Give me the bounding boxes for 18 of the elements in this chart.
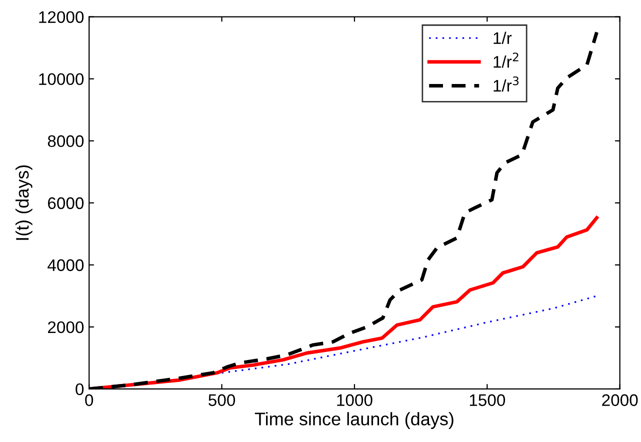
y-tick-label: 12000 — [39, 11, 84, 23]
y-tick-label: 6000 — [48, 197, 84, 210]
legend-label: 1/r$^{2}$ — [494, 52, 518, 68]
x-tick-label: 1000 — [337, 394, 372, 406]
x-axis-title: Time since launch (days) — [254, 412, 454, 429]
y-tick-label: 0 — [76, 383, 84, 396]
y-tick-label: 2000 — [48, 321, 84, 334]
y-tick-label: 8000 — [48, 135, 84, 148]
x-tick-label: 1500 — [470, 394, 506, 406]
y-tick-label: 10000 — [39, 73, 84, 86]
x-tick-label: 500 — [208, 394, 236, 406]
legend-label: 1/r$^{3}$ — [494, 76, 519, 92]
y-axis-title: I(t) (days) — [16, 165, 32, 240]
x-tick-label: 0 — [85, 394, 94, 406]
legend-label: 1/r — [494, 32, 512, 44]
line-series — [220, 295, 598, 374]
y-tick-label: 4000 — [48, 259, 84, 272]
x-tick-label: 2000 — [602, 394, 638, 406]
